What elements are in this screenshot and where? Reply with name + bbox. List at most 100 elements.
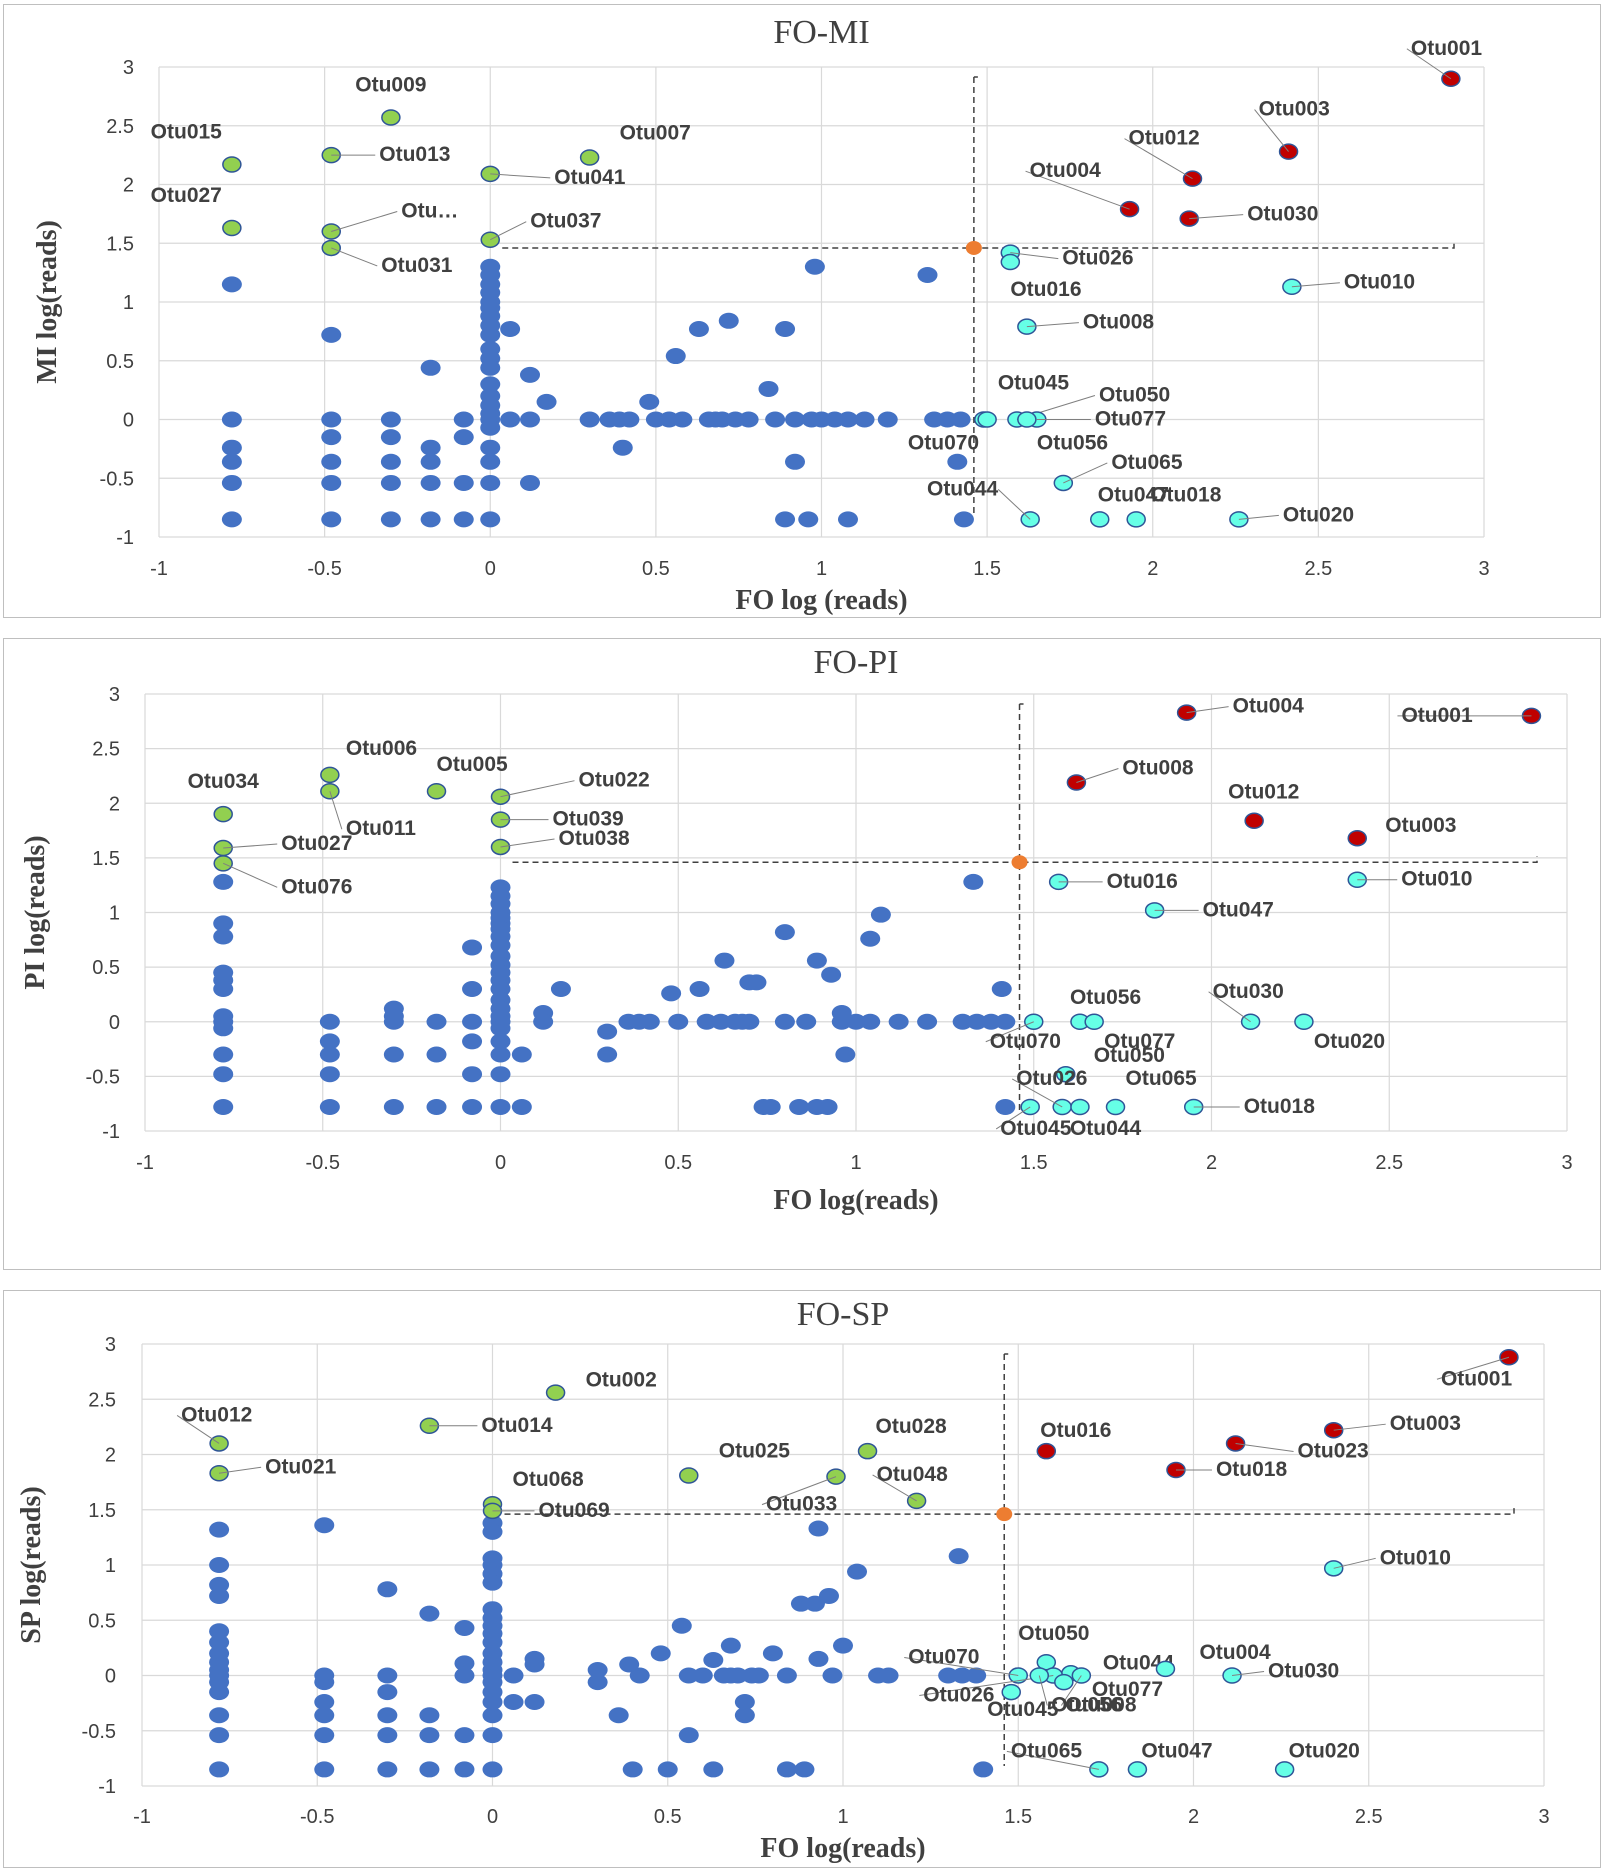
- data-point-blue: [806, 952, 827, 969]
- data-point-blue: [453, 474, 474, 491]
- data-point-blue: [587, 1661, 608, 1678]
- leader-line: [331, 247, 378, 267]
- y-tick-label: 2.5: [88, 1389, 116, 1411]
- data-point-blue: [808, 1650, 829, 1667]
- point-label: Otu006: [346, 737, 417, 760]
- data-point-blue: [785, 411, 805, 428]
- data-point-blue: [213, 873, 234, 890]
- data-point-blue: [966, 1667, 987, 1684]
- data-point-blue: [710, 1013, 731, 1030]
- data-point-blue: [639, 1013, 660, 1030]
- point-label: Otu003: [1390, 1412, 1461, 1435]
- point-label: Otu025: [719, 1439, 791, 1462]
- point-label: Otu023: [1298, 1439, 1369, 1462]
- data-point-blue: [995, 1098, 1016, 1115]
- leader-line: [329, 791, 343, 830]
- data-point-blue: [480, 359, 501, 376]
- data-point-green: [320, 766, 340, 784]
- point-label: Otu003: [1385, 814, 1456, 837]
- point-label: Otu041: [554, 166, 626, 189]
- point-label: Otu050: [1018, 1622, 1089, 1645]
- data-point-blue: [520, 474, 540, 491]
- leader-line: [1208, 991, 1251, 1023]
- data-point-blue: [480, 419, 501, 436]
- point-label: Otu027: [151, 184, 222, 207]
- data-point-blue: [739, 1013, 760, 1030]
- leader-line: [490, 173, 551, 179]
- data-point-blue: [734, 1707, 755, 1724]
- data-point-blue: [860, 1013, 881, 1030]
- data-point-blue: [221, 511, 242, 528]
- data-point-blue: [776, 1667, 797, 1684]
- y-tick-label: 0.5: [106, 351, 134, 373]
- data-point-blue: [380, 474, 401, 491]
- data-point-blue: [966, 1013, 987, 1030]
- x-tick-label: 2: [1188, 1806, 1199, 1828]
- data-point-blue: [380, 511, 401, 528]
- data-point-blue: [838, 411, 858, 428]
- y-tick-label: 2.5: [92, 739, 120, 761]
- data-point-blue: [490, 1066, 511, 1083]
- leader-line: [1189, 214, 1244, 220]
- data-point-blue: [991, 980, 1012, 997]
- point-label: Otu009: [355, 74, 426, 97]
- data-point-green: [209, 1465, 229, 1482]
- y-tick-label: 1: [109, 903, 120, 925]
- point-label: Otu001: [1411, 37, 1483, 60]
- point-label: Otu028: [876, 1415, 948, 1438]
- data-point-green: [213, 805, 233, 823]
- data-point-blue: [678, 1667, 699, 1684]
- data-point-blue: [981, 1013, 1002, 1030]
- data-point-blue: [672, 411, 693, 428]
- data-point-blue: [321, 326, 342, 343]
- point-label: Otu004: [1199, 1641, 1271, 1664]
- data-point-blue: [629, 1667, 650, 1684]
- data-point-blue: [835, 1046, 856, 1063]
- point-label: Otu047: [1098, 483, 1169, 506]
- data-point-blue: [520, 366, 540, 383]
- data-point-blue: [454, 1655, 475, 1672]
- point-label: Otu050: [1099, 384, 1170, 407]
- data-point-blue: [952, 1667, 973, 1684]
- leader-line: [223, 843, 278, 849]
- data-point-blue: [785, 453, 805, 470]
- data-point-blue: [794, 1761, 815, 1778]
- data-point-blue: [420, 439, 441, 456]
- data-point-cyan: [1089, 1761, 1109, 1778]
- y-tick-label: 2: [109, 793, 120, 815]
- data-point-blue: [639, 393, 660, 410]
- point-label: Otu045: [987, 1698, 1059, 1721]
- data-point-red: [1176, 704, 1197, 721]
- data-point-blue: [383, 1098, 404, 1115]
- data-point-blue: [847, 1563, 868, 1580]
- data-point-blue: [579, 411, 600, 428]
- point-label: Otu020: [1314, 1030, 1385, 1053]
- point-label: Otu044: [927, 477, 999, 500]
- data-point-blue: [377, 1727, 398, 1744]
- x-tick-label: 1.5: [1020, 1152, 1048, 1174]
- leader-line: [1291, 282, 1340, 288]
- x-tick-label: -1: [133, 1806, 151, 1828]
- leader-line: [872, 1474, 917, 1502]
- data-point-blue: [453, 429, 474, 446]
- data-point-blue: [419, 1761, 440, 1778]
- threshold-vertical-line: [973, 76, 978, 517]
- data-point-blue: [462, 1013, 483, 1030]
- point-label: Otu030: [1268, 1660, 1339, 1683]
- data-point-blue: [209, 1576, 230, 1593]
- data-point-blue: [221, 453, 242, 470]
- data-point-blue: [860, 930, 881, 947]
- data-point-blue: [482, 1523, 503, 1540]
- data-point-cyan: [1127, 1761, 1148, 1778]
- y-tick-label: 0.5: [88, 1610, 116, 1632]
- data-point-blue: [688, 321, 709, 338]
- x-tick-label: 2.5: [1304, 558, 1332, 580]
- point-label: Otu001: [1401, 704, 1473, 727]
- point-label: Otu010: [1401, 868, 1472, 891]
- data-point-green: [579, 149, 600, 166]
- leader-line: [1010, 252, 1059, 260]
- data-point-cyan: [1001, 1683, 1021, 1701]
- data-point-blue: [804, 258, 825, 275]
- y-tick-label: 0: [109, 1012, 120, 1034]
- data-point-cyan: [1017, 411, 1037, 428]
